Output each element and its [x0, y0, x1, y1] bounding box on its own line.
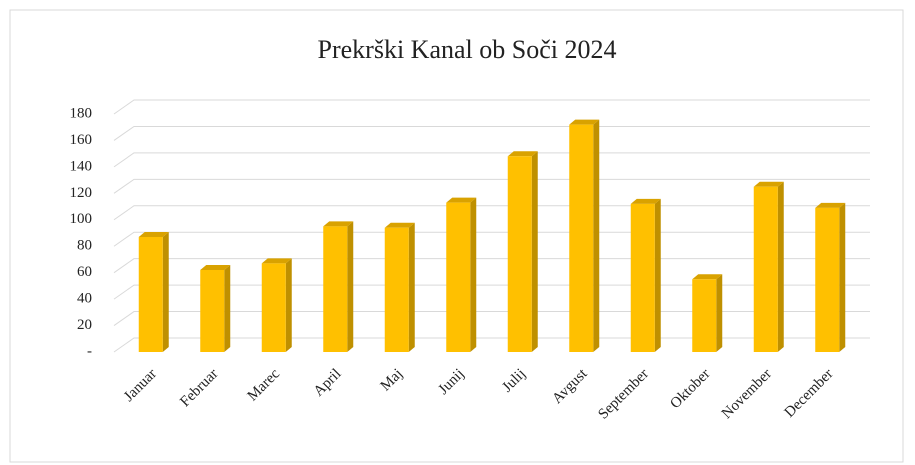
bar-side: [531, 151, 538, 352]
bar: [446, 197, 477, 352]
bar-side: [408, 222, 415, 352]
grid-line: [113, 311, 870, 326]
bar-top: [753, 181, 784, 187]
y-tick-label: 180: [70, 105, 93, 121]
bar: [507, 151, 538, 352]
bar-front: [138, 236, 163, 352]
y-tick-label: 60: [77, 264, 92, 280]
grid-line: [113, 258, 870, 274]
grid-line: [113, 99, 870, 115]
grid-line: [113, 125, 870, 141]
bar: [692, 274, 723, 352]
bar-front: [446, 202, 471, 352]
bar-top: [384, 222, 415, 228]
bar-side: [777, 181, 784, 352]
bar: [138, 231, 169, 352]
y-tick-label: 80: [77, 238, 92, 254]
bar: [630, 198, 661, 352]
bar-top: [507, 151, 538, 157]
bar-front: [200, 270, 225, 352]
bar-top: [323, 221, 354, 227]
bar-side: [839, 202, 846, 352]
grid-line: [113, 231, 870, 247]
y-tick-label: 40: [77, 291, 92, 307]
bar-top: [446, 197, 477, 203]
y-tick-label: 140: [70, 158, 93, 174]
y-tick-label: 160: [70, 132, 93, 148]
grid-line: [113, 205, 870, 221]
bar-side: [716, 274, 723, 352]
bar: [384, 222, 415, 352]
bar-front: [384, 227, 409, 352]
bar-front: [753, 186, 778, 352]
grid-line: [113, 337, 870, 353]
bar-top: [261, 258, 292, 264]
bar-front: [507, 156, 532, 352]
bar-front: [261, 263, 286, 352]
grid-line: [113, 152, 870, 168]
bar-front: [815, 207, 840, 352]
bar: [200, 265, 231, 352]
bar-side: [285, 258, 292, 352]
bar-side: [654, 198, 661, 352]
bar-top: [692, 274, 723, 280]
bar-top: [200, 265, 231, 271]
bar-top: [569, 119, 600, 125]
bar: [261, 258, 292, 352]
bar-front: [323, 226, 348, 352]
bar-front: [569, 124, 594, 352]
y-tick-label: 100: [70, 211, 93, 227]
y-tick-label: 20: [77, 317, 92, 333]
y-tick-label: -: [87, 343, 92, 359]
bar-top: [138, 231, 169, 237]
chart-title: Prekrški Kanal ob Soči 2024: [318, 35, 617, 64]
bar-top: [630, 198, 661, 204]
bar-front: [692, 279, 717, 352]
bar: [815, 202, 846, 352]
y-tick-label: 120: [70, 185, 93, 201]
bar: [569, 119, 600, 352]
bar-side: [593, 119, 600, 352]
grid-line: [113, 178, 870, 194]
grid-line: [113, 284, 870, 300]
bar-top: [815, 202, 846, 208]
bar: [753, 181, 784, 352]
bar: [323, 221, 354, 352]
bar-side: [470, 197, 477, 352]
bar-side: [162, 231, 169, 352]
bar-front: [630, 203, 655, 352]
bar-side: [224, 265, 231, 352]
bar-side: [347, 221, 354, 352]
